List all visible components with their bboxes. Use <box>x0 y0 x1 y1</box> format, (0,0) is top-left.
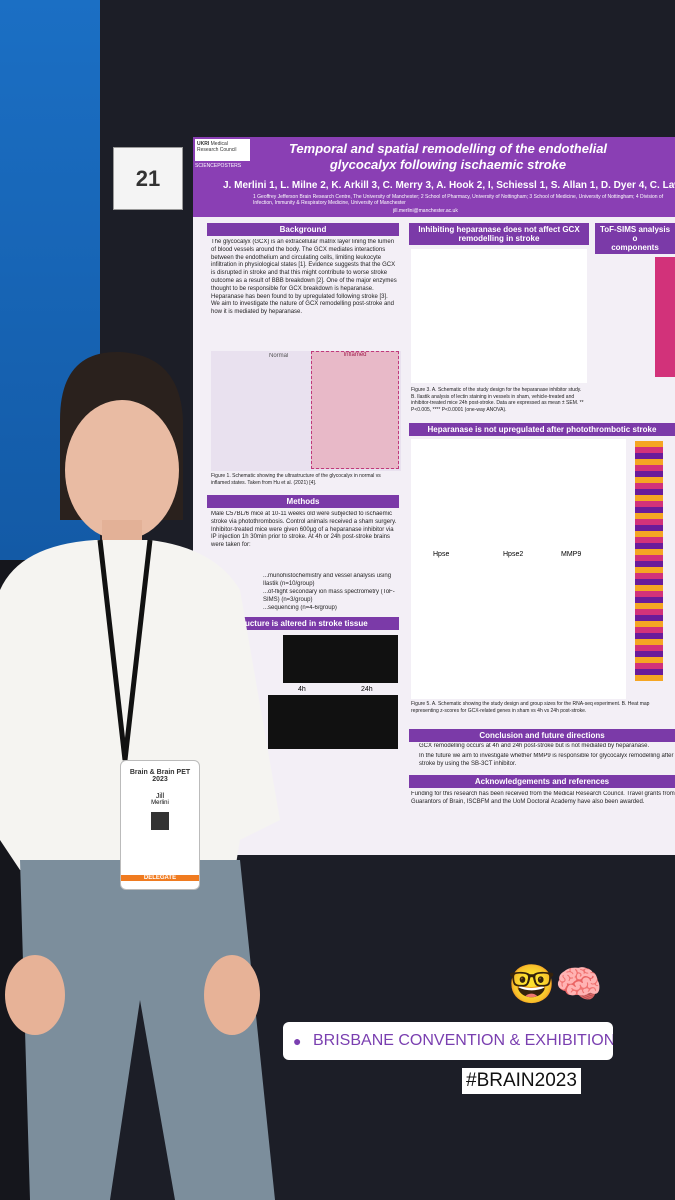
badge-role: DELEGATE <box>121 875 199 881</box>
badge-first-name: Jill <box>155 793 165 800</box>
section-heading: Background <box>207 223 399 236</box>
logo-ukri: UKRI <box>197 141 210 147</box>
figure-label: Inflamed <box>343 352 367 358</box>
section-heading: Inhibiting heparanase does not affect GC… <box>409 223 589 245</box>
qr-code <box>151 812 169 830</box>
time-label: 24h <box>361 686 373 693</box>
poster-header: UKRI Medical Research Council SCIENCEPOS… <box>193 137 675 217</box>
methods-text: Male C57BL/6 mice at 10-11 weeks old wer… <box>211 511 397 549</box>
poster: UKRI Medical Research Council SCIENCEPOS… <box>193 137 675 855</box>
heading-text: ToF-SIMS analysis o <box>599 225 671 243</box>
section-heading: ...ucture is altered in stroke tissue <box>207 617 399 630</box>
heading-text: components <box>611 243 659 252</box>
conclusion-item: In the future we aim to investigate whet… <box>419 753 674 767</box>
pin-icon: ● <box>293 1033 302 1049</box>
section-heading: Acknowledgements and references <box>409 775 675 788</box>
micrograph <box>283 635 398 683</box>
conclusion-item: GCX remodelling occurs at 4h and 24h pos… <box>419 743 650 749</box>
time-label: 4h <box>298 686 306 693</box>
poster-number: 21 <box>113 147 183 210</box>
caption: Figure 1. Schematic showing the ultrastr… <box>211 473 381 486</box>
badge-event: Brain & Brain PET 2023 <box>129 769 191 783</box>
hashtag-sticker[interactable]: #BRAIN2023 <box>462 1068 581 1094</box>
location-sticker[interactable]: ● BRISBANE CONVENTION & EXHIBITION C... <box>283 1022 613 1060</box>
platform-logo: SCIENCEPOSTERS <box>195 163 242 169</box>
location-text: BRISBANE CONVENTION & EXHIBITION C... <box>313 1032 613 1049</box>
heatmap <box>635 441 663 681</box>
email: jill.merlini@manchester.ac.uk <box>393 208 458 214</box>
affiliations: 1 Geoffrey Jefferson Brain Research Cent… <box>253 194 664 206</box>
section-heading: Methods <box>207 495 399 508</box>
micrograph <box>268 695 398 749</box>
logo-council: Medical Research Council <box>197 141 237 153</box>
caption: Figure 3. A. Schematic of the study desi… <box>411 387 584 413</box>
method-item: ...sequencing (n=4-6/group) <box>263 605 337 611</box>
panel-label: MMP9 <box>561 551 582 558</box>
authors: J. Merlini 1, L. Milne 2, K. Arkill 3, C… <box>223 180 675 191</box>
figure-label: Normal <box>269 353 289 359</box>
figure: Hpse Hpse2 MMP9 <box>411 439 626 699</box>
badge: Brain & Brain PET 2023 Jill Merlini DELE… <box>120 760 200 890</box>
method-item: ...of-flight secondary ion mass spectrom… <box>263 589 395 603</box>
section-heading: ToF-SIMS analysis o components <box>595 223 675 254</box>
background-text: The glycocalyx (GCX) is an extracellular… <box>211 239 397 316</box>
heatmap <box>655 257 675 377</box>
inflamed-box: Inflamed <box>311 351 399 469</box>
panel-label: Hpse2 <box>503 551 524 558</box>
badge-last-name: Merlini <box>151 800 169 806</box>
method-item: ...munohistochemistry and vessel analysi… <box>263 573 392 587</box>
caption: Figure 5. A. Schematic showing the study… <box>411 701 650 714</box>
section-heading: Heparanase is not upregulated after phot… <box>409 423 675 436</box>
panel-label: Hpse <box>433 551 450 558</box>
section-heading: Conclusion and future directions <box>409 729 675 742</box>
poster-title: Temporal and spatial remodelling of the … <box>288 141 608 173</box>
figure: Normal Inflamed <box>211 351 401 471</box>
acknowledgements-text: Funding for this research has been recei… <box>411 791 675 805</box>
figure <box>411 249 587 383</box>
emoji-sticker: 🤓🧠 <box>508 964 603 1006</box>
logo: UKRI Medical Research Council <box>195 139 250 161</box>
